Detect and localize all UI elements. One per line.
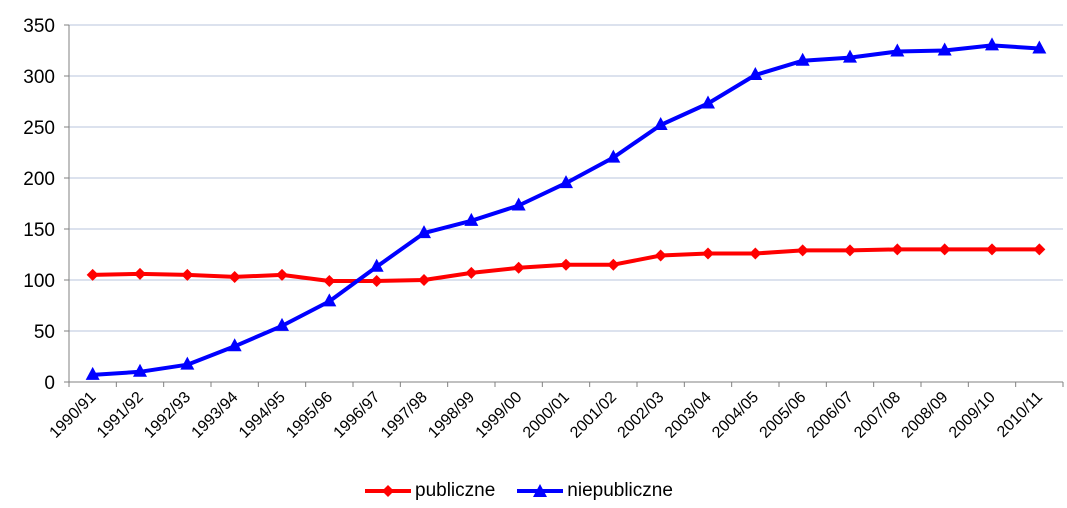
y-axis-ticks: 0 50 100 150 200 250 300 350: [23, 16, 55, 394]
data-point-publiczne: [1033, 243, 1046, 256]
data-point-niepubliczne: [748, 66, 763, 80]
x-tick-label: 1996/97: [331, 389, 384, 442]
x-tick-label: 1999/00: [473, 389, 526, 442]
data-point-niepubliczne: [85, 366, 100, 380]
data-point-publiczne: [323, 275, 336, 288]
data-point-niepubliczne: [180, 356, 195, 370]
data-point-publiczne: [512, 261, 525, 274]
y-tick-label: 50: [34, 322, 55, 343]
data-point-publiczne: [891, 243, 904, 256]
x-tick-label: 2000/01: [520, 389, 573, 442]
legend-swatch-niepubliczne: [517, 484, 564, 497]
x-tick-label: 2004/05: [709, 389, 762, 442]
y-tick-label: 100: [23, 271, 55, 292]
y-tick-label: 250: [23, 118, 55, 139]
y-tick-label: 350: [23, 16, 55, 37]
legend-item-niepubliczne: niepubliczne: [517, 480, 673, 502]
data-point-publiczne: [418, 274, 430, 286]
data-point-niepubliczne: [464, 212, 479, 226]
x-tick-label: 2009/10: [946, 389, 999, 442]
x-tick-label: 1992/93: [141, 389, 194, 442]
y-tick-label: 0: [44, 373, 55, 394]
data-point-publiczne: [560, 258, 572, 271]
x-axis-ticks: 1990/911991/921992/931993/941994/951995/…: [47, 389, 1047, 442]
data-point-niepubliczne: [417, 225, 431, 239]
line-chart: 0 50 100 150 200 250 300 350 1990/911991/921992…: [23, 16, 1064, 442]
data-point-niepubliczne: [701, 95, 715, 109]
legend: publiczne niepubliczne: [365, 478, 695, 504]
data-point-niepubliczne: [275, 317, 289, 331]
data-point-niepubliczne: [795, 52, 810, 66]
series-line-niepubliczne: [90, 43, 1042, 377]
x-tick-label: 2003/04: [662, 389, 715, 442]
data-point-publiczne: [86, 268, 99, 281]
x-tick-label: 1995/96: [283, 389, 336, 442]
data-point-niepubliczne: [653, 116, 668, 130]
data-point-niepubliczne: [322, 293, 337, 307]
series-group: [85, 37, 1047, 380]
x-tick-label: 1993/94: [189, 389, 242, 442]
data-point-publiczne: [844, 244, 856, 257]
data-point-publiczne: [749, 247, 762, 260]
data-point-publiczne: [276, 268, 288, 281]
data-point-publiczne: [228, 270, 241, 283]
y-tick-label: 200: [23, 169, 55, 190]
data-point-publiczne: [986, 243, 998, 256]
x-tick-label: 1994/95: [236, 389, 289, 442]
legend-item-publiczne: publiczne: [365, 480, 495, 502]
x-tick-label: 1990/91: [47, 389, 100, 442]
data-point-publiczne: [181, 268, 194, 281]
x-tick-label: 1991/92: [94, 389, 147, 442]
data-point-niepubliczne: [511, 197, 526, 211]
x-tick-label: 2006/07: [804, 389, 857, 442]
data-point-niepubliczne: [937, 42, 952, 56]
data-point-publiczne: [938, 243, 951, 256]
data-point-niepubliczne: [133, 363, 147, 377]
data-point-niepubliczne: [843, 49, 857, 63]
legend-label-niepubliczne: niepubliczne: [567, 480, 673, 501]
x-tick-label: 2007/08: [851, 389, 904, 442]
x-tick-label: 1998/99: [425, 389, 478, 442]
data-point-niepubliczne: [1032, 40, 1047, 54]
data-point-publiczne: [465, 266, 478, 279]
data-point-niepubliczne: [606, 149, 621, 163]
data-point-niepubliczne: [559, 175, 573, 189]
x-tick-label: 2010/11: [994, 389, 1046, 441]
x-tick-label: 2008/09: [899, 389, 952, 442]
y-tick-label: 150: [23, 220, 55, 241]
legend-swatch-publiczne: [365, 485, 411, 497]
data-point-publiczne: [134, 267, 146, 280]
data-point-publiczne: [796, 244, 809, 257]
axes: [64, 24, 1064, 387]
legend-label-publiczne: publiczne: [415, 480, 496, 501]
data-point-publiczne: [702, 247, 714, 260]
x-tick-label: 2002/03: [615, 389, 668, 442]
data-point-niepubliczne: [227, 338, 242, 352]
x-tick-label: 2005/06: [757, 389, 810, 442]
data-point-niepubliczne: [890, 43, 905, 57]
y-tick-label: 300: [23, 67, 55, 88]
x-tick-label: 2001/02: [567, 389, 620, 442]
data-point-publiczne: [607, 258, 620, 271]
data-point-publiczne: [654, 249, 667, 262]
data-point-publiczne: [370, 275, 383, 288]
x-tick-label: 1997/98: [378, 389, 431, 442]
data-point-niepubliczne: [985, 37, 999, 51]
data-point-niepubliczne: [369, 258, 384, 272]
